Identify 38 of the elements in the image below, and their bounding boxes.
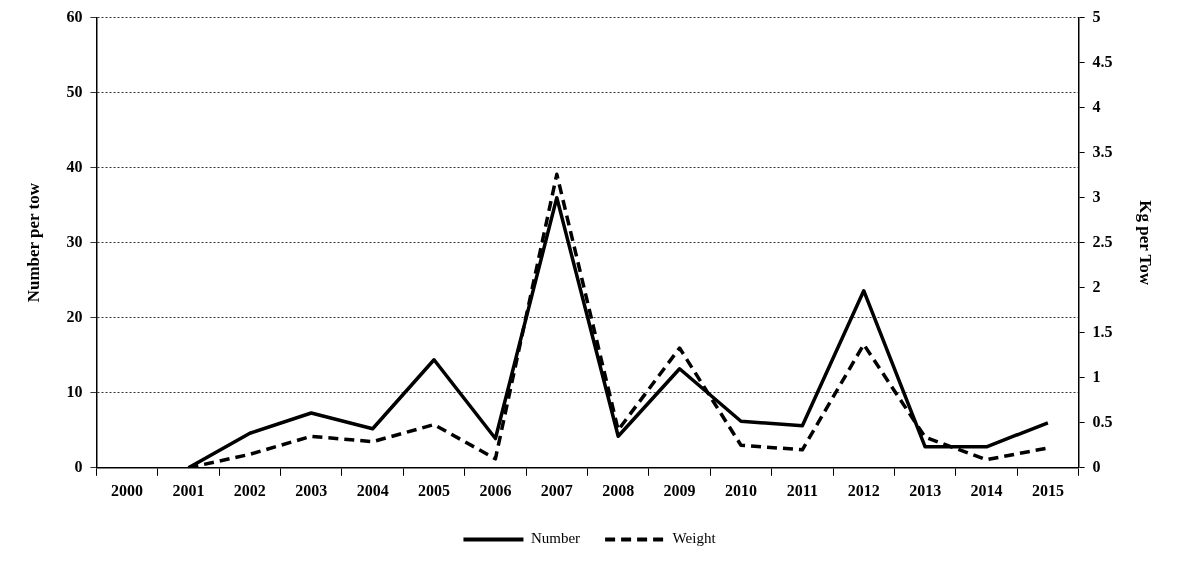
- x-tick-label: 2010: [724, 481, 757, 499]
- y2-tick-label: 2: [1092, 277, 1101, 295]
- y-tick-label: 0: [74, 457, 83, 475]
- y2-tick-label: 0: [1092, 457, 1101, 475]
- y-tick-label: 20: [66, 307, 83, 325]
- y-tick-label: 50: [66, 82, 83, 100]
- legend-label: Number: [530, 530, 581, 547]
- y2-tick-label: 4.5: [1092, 52, 1113, 70]
- x-tick-label: 2008: [602, 481, 635, 499]
- y-tick-label: 10: [66, 382, 83, 400]
- x-tick-label: 2005: [418, 481, 451, 499]
- y2-tick-label: 2.5: [1092, 232, 1113, 250]
- x-tick-label: 2002: [233, 481, 266, 499]
- y-axis-title: Number per tow: [23, 182, 43, 303]
- y2-axis-title: Kg per Tow: [1136, 200, 1156, 286]
- y2-tick-label: 3.5: [1092, 142, 1113, 160]
- x-tick-label: 2014: [970, 481, 1003, 499]
- y2-tick-label: 1: [1092, 367, 1101, 385]
- y-tick-label: 40: [66, 157, 83, 175]
- x-tick-label: 2004: [356, 481, 389, 499]
- x-tick-label: 2001: [172, 481, 205, 499]
- x-tick-label: 2000: [111, 481, 144, 499]
- x-tick-label: 2006: [479, 481, 512, 499]
- y2-tick-label: 4: [1092, 97, 1101, 115]
- y-tick-label: 30: [66, 232, 83, 250]
- x-tick-label: 2012: [847, 481, 880, 499]
- y2-tick-label: 5: [1092, 7, 1101, 25]
- x-tick-label: 2011: [786, 481, 818, 499]
- x-tick-label: 2015: [1031, 481, 1064, 499]
- x-tick-label: 2007: [540, 481, 573, 499]
- y2-tick-label: 1.5: [1092, 322, 1113, 340]
- y-tick-label: 60: [66, 7, 83, 25]
- x-tick-label: 2003: [295, 481, 328, 499]
- y2-tick-label: 0.5: [1092, 412, 1113, 430]
- legend-label: Weight: [672, 530, 717, 547]
- x-tick-label: 2013: [909, 481, 942, 499]
- y2-tick-label: 3: [1092, 187, 1101, 205]
- x-tick-label: 2009: [663, 481, 696, 499]
